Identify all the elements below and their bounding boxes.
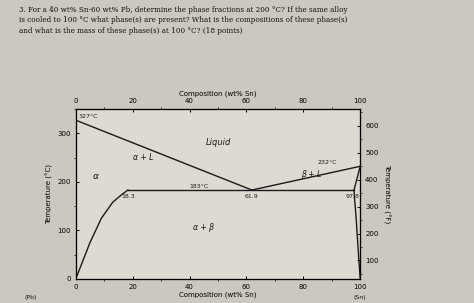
- Text: β + L: β + L: [301, 170, 321, 179]
- Y-axis label: Temperature (°C): Temperature (°C): [46, 164, 53, 224]
- X-axis label: Composition (wt% Sn): Composition (wt% Sn): [179, 90, 257, 97]
- Text: α + L: α + L: [133, 153, 153, 162]
- Y-axis label: Temperature (°F): Temperature (°F): [383, 164, 390, 224]
- Text: 232°C: 232°C: [318, 160, 337, 165]
- Text: 327°C: 327°C: [79, 114, 98, 119]
- X-axis label: Composition (wt% Sn): Composition (wt% Sn): [179, 291, 257, 298]
- Text: α: α: [93, 172, 99, 181]
- Text: Liquid: Liquid: [205, 138, 231, 148]
- Text: 3. For a 40 wt% Sn-60 wt% Pb, determine the phase fractions at 200 °C? If the sa: 3. For a 40 wt% Sn-60 wt% Pb, determine …: [19, 6, 347, 35]
- Text: 61.9: 61.9: [245, 194, 259, 199]
- Text: 183°C: 183°C: [190, 184, 209, 188]
- Text: 18.3: 18.3: [121, 194, 135, 199]
- Text: (Pb): (Pb): [24, 295, 36, 300]
- Text: 97.8: 97.8: [346, 194, 360, 199]
- Text: α + β: α + β: [193, 223, 214, 232]
- Text: (Sn): (Sn): [354, 295, 366, 300]
